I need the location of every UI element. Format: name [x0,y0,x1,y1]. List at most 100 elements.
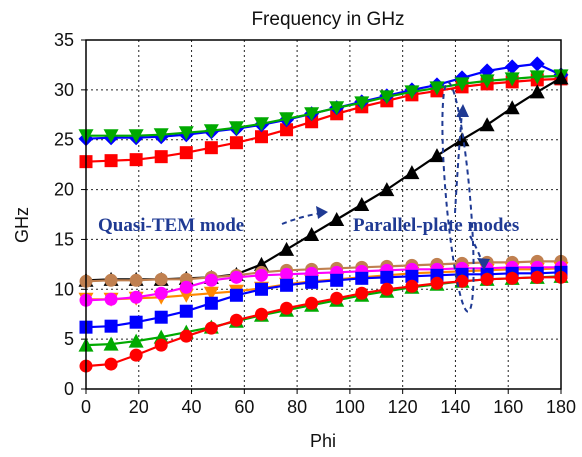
series-8 [79,265,568,334]
y-tick-label: 0 [64,379,74,399]
data-point [129,348,143,362]
quasi-tem-label: Quasi-TEM mode [98,215,244,236]
data-point [380,282,394,296]
data-point [128,333,144,348]
data-point [404,165,420,180]
data-point [229,270,243,284]
y-tick-label: 15 [54,229,74,249]
data-point [429,148,445,163]
series-10 [79,270,568,373]
data-point [253,117,269,132]
data-point [104,273,118,287]
data-point [530,270,544,284]
parallel-plate-arrow-down [469,235,483,263]
tick-labels: 0 20 40 60 80 100 120 140 160 180 0 5 10 15 20 25 30 35 [54,30,576,417]
data-point [104,154,118,168]
series-layer [78,56,569,373]
data-point [405,269,419,283]
data-point [305,296,319,310]
x-tick-label: 20 [129,397,149,417]
data-point [203,124,219,139]
y-tick-label: 10 [54,279,74,299]
y-tick-label: 5 [64,329,74,349]
plot-area-frame [85,39,562,390]
x-axis-label: Phi [310,431,336,451]
data-point [304,226,320,241]
quasi-tem-arrow [281,212,323,225]
x-tick-label: 40 [182,397,202,417]
data-point [153,128,169,143]
chart-title: Frequency in GHz [251,9,404,30]
y-tick-label: 35 [54,30,74,50]
data-point [404,85,420,100]
data-point [179,280,193,294]
parallel-plate-arrowhead-up [456,104,469,117]
data-point [479,117,495,132]
data-point [229,136,243,150]
data-point [154,286,168,300]
data-point [479,74,495,89]
series-3 [78,69,569,144]
data-point [330,291,344,305]
data-point [304,107,320,122]
series-line [85,275,562,347]
data-point [204,273,218,287]
y-tick-label: 30 [54,80,74,100]
data-point [505,271,519,285]
data-point [129,153,143,167]
parallel-plate-ellipse [441,81,475,313]
data-point [329,211,345,226]
data-point [228,121,244,136]
data-point [454,77,470,92]
data-point [330,273,344,287]
data-point [154,310,168,324]
data-point [178,126,194,141]
series-2 [78,56,569,147]
data-point [355,271,369,285]
data-point [280,123,294,137]
x-tick-label: 140 [440,397,470,417]
series-5 [79,254,568,288]
series-line [85,76,562,282]
data-point [504,72,520,87]
data-point [254,130,268,144]
data-point [104,319,118,333]
data-point [280,278,294,292]
data-point [430,276,444,290]
data-point [204,321,218,335]
data-point [129,315,143,329]
data-point [104,292,118,306]
y-tick-label: 20 [54,180,74,200]
data-point [429,81,445,96]
data-point [454,132,470,147]
x-tick-label: 0 [81,397,91,417]
y-tick-label: 25 [54,130,74,150]
data-point [129,290,143,304]
data-point [329,101,345,116]
data-point [305,275,319,289]
data-point [179,146,193,160]
data-point [154,338,168,352]
data-point [504,59,520,75]
y-axis-label: GHz [12,207,32,243]
parallel-plate-arrowhead-down [477,258,490,270]
x-tick-label: 60 [234,397,254,417]
data-point [305,115,319,129]
data-point [129,273,143,287]
data-point [379,182,395,197]
data-point [529,84,545,99]
x-tick-label: 180 [546,397,576,417]
annotations: Quasi-TEM mode Parallel-plate modes [98,81,519,313]
parallel-plate-label: Parallel-plate modes [353,215,519,236]
data-point [229,288,243,302]
data-point [204,296,218,310]
data-point [380,270,394,284]
data-point [254,268,268,282]
data-point [154,150,168,164]
data-point [279,112,295,127]
data-point [280,267,294,281]
data-point [354,197,370,212]
data-point [254,282,268,296]
data-point [179,304,193,318]
